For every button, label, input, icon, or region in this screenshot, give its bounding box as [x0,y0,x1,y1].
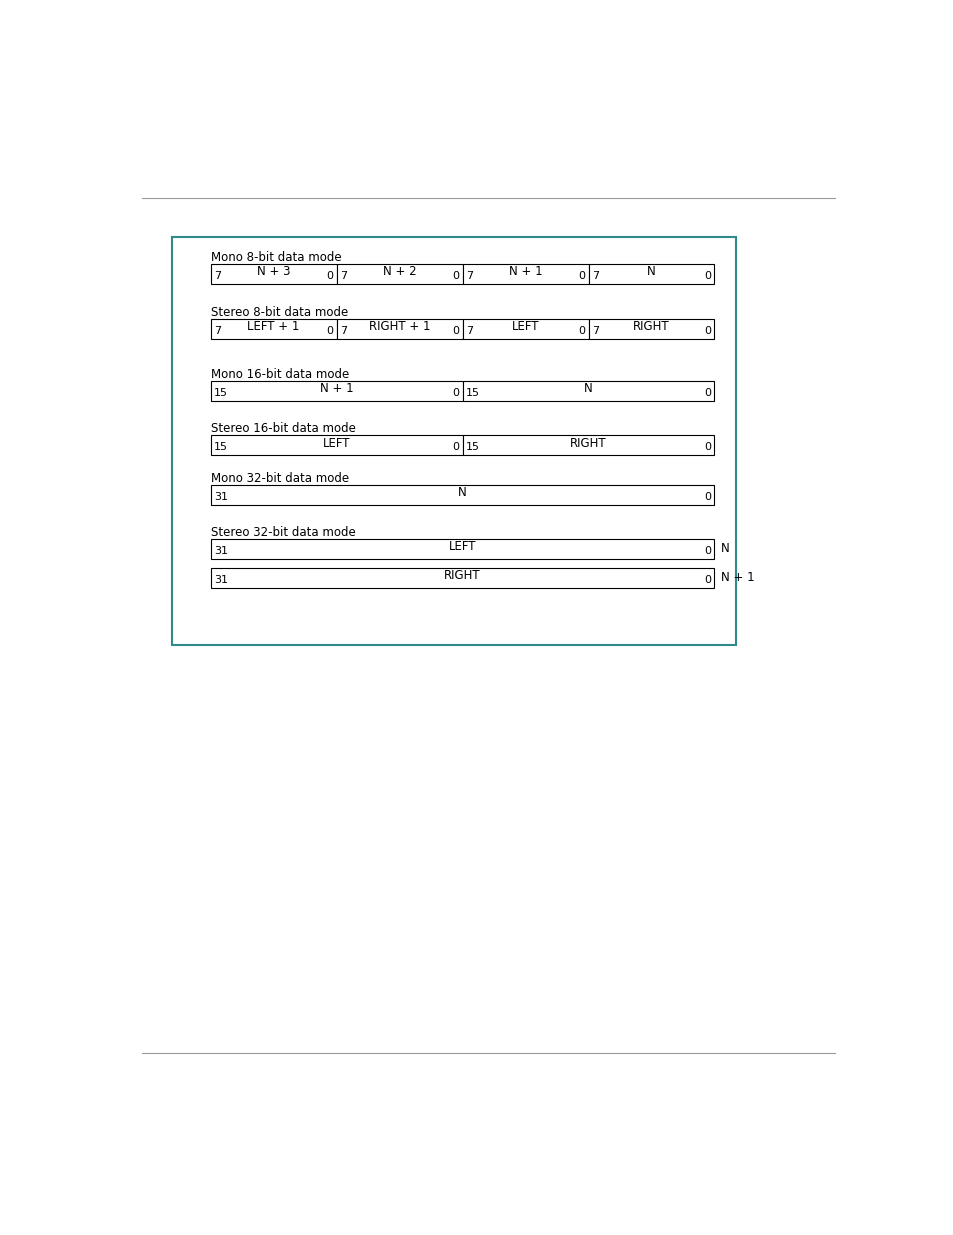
Text: 15: 15 [213,442,228,452]
FancyBboxPatch shape [336,264,462,284]
FancyBboxPatch shape [336,319,462,340]
Text: 0: 0 [703,574,711,585]
Text: Mono 16-bit data mode: Mono 16-bit data mode [211,368,349,380]
Text: 0: 0 [326,326,334,336]
FancyBboxPatch shape [462,264,588,284]
FancyBboxPatch shape [211,568,714,588]
Text: N + 2: N + 2 [382,264,416,278]
Text: 0: 0 [452,270,459,280]
Text: 0: 0 [703,492,711,501]
FancyBboxPatch shape [588,319,714,340]
FancyBboxPatch shape [588,264,714,284]
Text: 0: 0 [703,546,711,556]
Text: RIGHT: RIGHT [570,436,606,450]
Text: LEFT: LEFT [448,540,476,553]
Text: LEFT: LEFT [511,320,538,333]
Text: 7: 7 [465,270,473,280]
Text: 15: 15 [213,388,228,398]
Text: Stereo 32-bit data mode: Stereo 32-bit data mode [211,526,355,538]
Text: LEFT + 1: LEFT + 1 [247,320,299,333]
Text: 0: 0 [703,442,711,452]
Text: Stereo 16-bit data mode: Stereo 16-bit data mode [211,422,355,435]
Text: RIGHT: RIGHT [633,320,669,333]
Text: RIGHT: RIGHT [444,569,480,582]
Text: 31: 31 [213,546,228,556]
Text: 7: 7 [213,326,221,336]
Text: 0: 0 [703,270,711,280]
Text: 7: 7 [339,270,347,280]
FancyBboxPatch shape [211,380,462,401]
Text: N: N [646,264,655,278]
Text: RIGHT + 1: RIGHT + 1 [369,320,430,333]
Text: N: N [583,382,592,395]
Text: 0: 0 [326,270,334,280]
Text: 0: 0 [452,442,459,452]
Text: 7: 7 [591,270,598,280]
Text: 7: 7 [465,326,473,336]
Text: LEFT: LEFT [322,436,350,450]
FancyBboxPatch shape [172,237,736,645]
Text: 7: 7 [213,270,221,280]
Text: N: N [457,485,466,499]
Text: Stereo 8-bit data mode: Stereo 8-bit data mode [211,306,348,319]
FancyBboxPatch shape [462,380,714,401]
Text: 0: 0 [578,270,585,280]
FancyBboxPatch shape [211,538,714,558]
FancyBboxPatch shape [462,319,588,340]
Text: Mono 32-bit data mode: Mono 32-bit data mode [211,472,349,484]
Text: 15: 15 [465,388,479,398]
Text: N: N [720,542,729,555]
Text: Mono 8-bit data mode: Mono 8-bit data mode [211,251,341,263]
FancyBboxPatch shape [211,264,336,284]
Text: 7: 7 [591,326,598,336]
Text: 0: 0 [578,326,585,336]
Text: 31: 31 [213,574,228,585]
Text: 0: 0 [452,326,459,336]
Text: 31: 31 [213,492,228,501]
Text: N + 1: N + 1 [720,572,754,584]
FancyBboxPatch shape [462,436,714,456]
Text: N + 3: N + 3 [256,264,290,278]
Text: 0: 0 [703,388,711,398]
FancyBboxPatch shape [211,319,336,340]
FancyBboxPatch shape [211,436,462,456]
Text: 0: 0 [452,388,459,398]
Text: N + 1: N + 1 [319,382,353,395]
FancyBboxPatch shape [211,484,714,505]
Text: N + 1: N + 1 [508,264,542,278]
Text: 7: 7 [339,326,347,336]
Text: 0: 0 [703,326,711,336]
Text: 15: 15 [465,442,479,452]
